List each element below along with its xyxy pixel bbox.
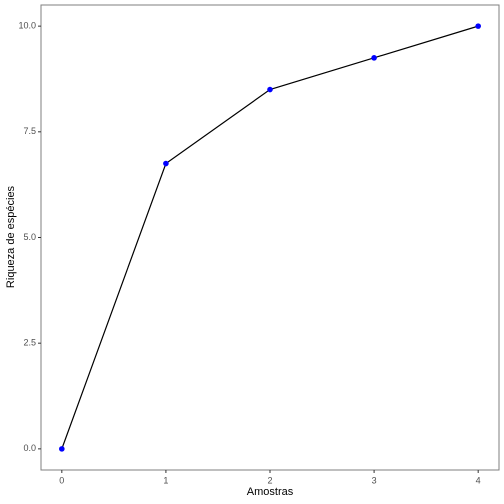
panel-border	[40, 4, 500, 471]
y-tick-label: 10.0	[18, 21, 36, 31]
y-tick-label: 5.0	[23, 232, 36, 242]
point	[163, 160, 169, 167]
x-tick-label: 4	[476, 475, 481, 485]
point	[59, 446, 65, 452]
x-axis-title: Amostras	[247, 486, 294, 498]
y-tick-label: 0.0	[23, 443, 36, 453]
x-tick-label: 2	[267, 475, 272, 485]
point	[371, 55, 377, 61]
y-tick-label: 7.5	[23, 126, 36, 136]
point	[267, 86, 273, 93]
point	[475, 23, 481, 29]
x-tick-label: 1	[163, 475, 168, 485]
y-tick-label: 2.5	[23, 338, 36, 348]
x-tick-label: 3	[372, 475, 377, 485]
y-axis-title: Riqueza de espécies	[5, 185, 17, 288]
x-tick-label: 0	[59, 475, 64, 485]
